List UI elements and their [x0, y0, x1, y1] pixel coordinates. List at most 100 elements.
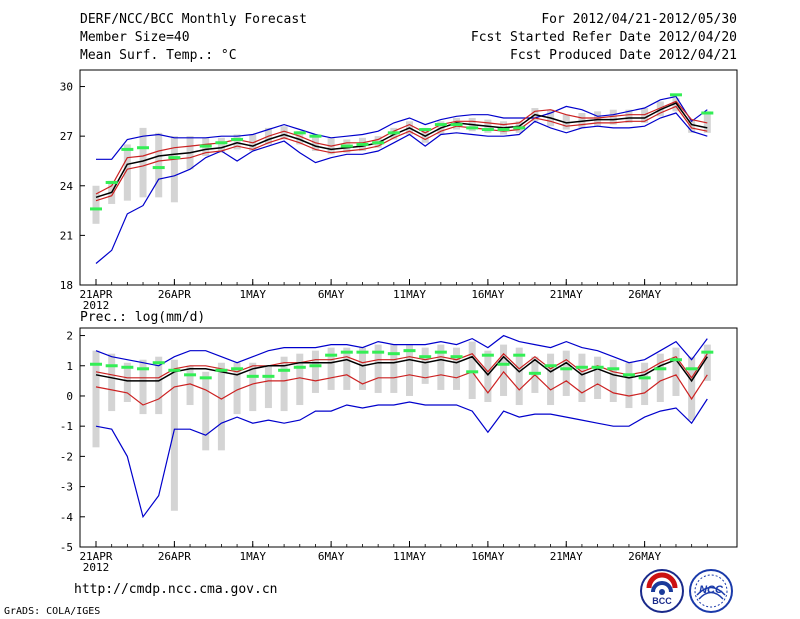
observed-marker-day-19 — [372, 350, 385, 354]
observed-marker-day-11 — [246, 374, 259, 378]
observed-marker-day-38 — [669, 358, 682, 362]
observed-marker-day-22 — [419, 128, 432, 132]
source-url[interactable]: http://cmdp.ncc.cma.gov.cn — [74, 582, 278, 597]
spread-box-day-9 — [217, 362, 225, 451]
forecast-start-date: Fcst Started Refer Date 2012/04/20 — [470, 30, 737, 45]
spread-box-day-33 — [594, 356, 602, 399]
observed-marker-day-19 — [372, 141, 385, 145]
p90-line — [95, 100, 708, 195]
observed-marker-day-7 — [184, 373, 197, 377]
spread-box-day-37 — [656, 353, 664, 403]
spread-box-day-1 — [92, 350, 100, 448]
spread-box-day-40 — [703, 111, 711, 133]
observed-marker-day-24 — [450, 355, 463, 359]
y-tick-label: -4 — [60, 511, 74, 524]
x-tick-label: 26MAY — [628, 288, 661, 301]
y-tick-label: -5 — [60, 541, 73, 554]
spread-box-day-22 — [421, 127, 429, 143]
x-tick-label: 6MAY — [318, 550, 345, 563]
spread-box-day-1 — [92, 185, 100, 224]
y-tick-label: 18 — [60, 279, 73, 292]
spread-box-day-5 — [155, 356, 163, 415]
y-tick-label: 1 — [66, 360, 73, 373]
observed-marker-day-28 — [513, 126, 526, 130]
bcc-logo: BCC — [639, 568, 685, 614]
spread-box-day-15 — [311, 350, 319, 393]
spread-box-day-17 — [343, 347, 351, 390]
observed-marker-day-30 — [544, 364, 557, 368]
plot-frame — [79, 69, 738, 286]
spread-box-day-35 — [625, 109, 633, 123]
observed-marker-day-20 — [387, 131, 400, 135]
observed-marker-day-23 — [434, 350, 447, 354]
spread-box-day-8 — [202, 371, 210, 451]
y-tick-label: 27 — [60, 130, 73, 143]
spread-box-day-27 — [500, 344, 508, 396]
x-year-label: 2012 — [83, 561, 110, 574]
spread-box-day-14 — [296, 131, 304, 145]
spread-box-day-10 — [233, 362, 241, 415]
spread-box-day-39 — [688, 119, 696, 133]
member-size-label: Member Size=40 — [80, 30, 190, 45]
min-line — [95, 398, 708, 519]
spread-box-day-36 — [641, 362, 649, 406]
observed-marker-day-32 — [575, 365, 588, 369]
observed-marker-day-3 — [121, 147, 134, 151]
max-line — [96, 95, 708, 160]
spread-box-day-25 — [468, 341, 476, 399]
observed-marker-day-1 — [90, 207, 102, 211]
x-tick-label: 1MAY — [240, 550, 267, 563]
p90-line — [95, 352, 708, 379]
spread-box-day-26 — [484, 350, 492, 403]
y-tick-label: -3 — [60, 481, 73, 494]
observed-marker-day-14 — [293, 365, 306, 369]
observed-marker-day-31 — [560, 367, 573, 371]
spread-box-day-4 — [139, 359, 147, 415]
observed-marker-day-14 — [293, 131, 306, 135]
observed-marker-day-22 — [419, 355, 432, 359]
observed-marker-day-2 — [105, 180, 118, 184]
spread-box-day-14 — [296, 353, 304, 406]
observed-marker-day-3 — [121, 365, 134, 369]
observed-marker-day-25 — [466, 126, 479, 130]
spread-box-day-40 — [703, 344, 711, 381]
mean-line — [95, 102, 708, 199]
spread-box-day-33 — [594, 111, 602, 127]
max-line — [95, 334, 708, 367]
spread-box-day-22 — [421, 347, 429, 384]
x-tick-label: 21APR — [79, 550, 112, 563]
observed-marker-day-6 — [168, 368, 181, 372]
y-tick-label: -2 — [60, 450, 73, 463]
observed-marker-day-27 — [497, 128, 510, 132]
observed-marker-day-10 — [231, 137, 244, 141]
x-tick-label: 21MAY — [550, 288, 583, 301]
spread-box-day-15 — [311, 136, 319, 152]
observed-marker-day-37 — [654, 367, 667, 371]
spread-box-day-31 — [562, 350, 570, 396]
forecast-range: For 2012/04/21-2012/05/30 — [541, 12, 737, 27]
spread-box-day-3 — [123, 144, 131, 201]
bottom-variable-label: Prec.: log(mm/d) — [80, 310, 206, 325]
spread-box-day-10 — [233, 134, 241, 150]
p10-line — [95, 370, 708, 406]
spread-box-day-39 — [688, 356, 696, 421]
spread-box-day-5 — [155, 132, 163, 198]
observed-marker-day-8 — [199, 376, 212, 380]
x-tick-label: 21APR — [79, 288, 112, 301]
observed-marker-day-17 — [340, 144, 353, 148]
spread-box-day-38 — [672, 98, 680, 112]
x-tick-label: 21MAY — [550, 550, 583, 563]
observed-marker-day-8 — [199, 144, 212, 148]
observed-marker-day-38 — [669, 93, 682, 97]
observed-marker-day-20 — [387, 352, 400, 356]
spread-box-day-9 — [217, 137, 225, 153]
ncc-logo-text: NCC — [699, 584, 723, 596]
observed-marker-day-17 — [340, 350, 353, 354]
observed-marker-day-26 — [481, 353, 494, 357]
observed-marker-day-40 — [701, 111, 714, 115]
p10-line — [95, 105, 708, 202]
spread-box-day-31 — [562, 114, 570, 130]
observed-marker-day-18 — [356, 350, 369, 354]
x-tick-label: 11MAY — [393, 288, 426, 301]
